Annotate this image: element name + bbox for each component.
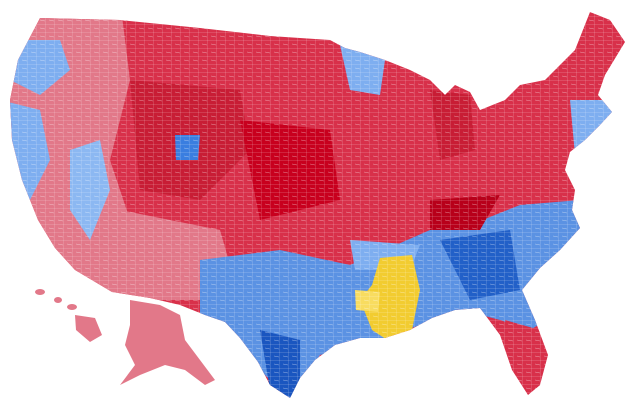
hawaii (35, 289, 102, 342)
alaska (120, 300, 215, 385)
